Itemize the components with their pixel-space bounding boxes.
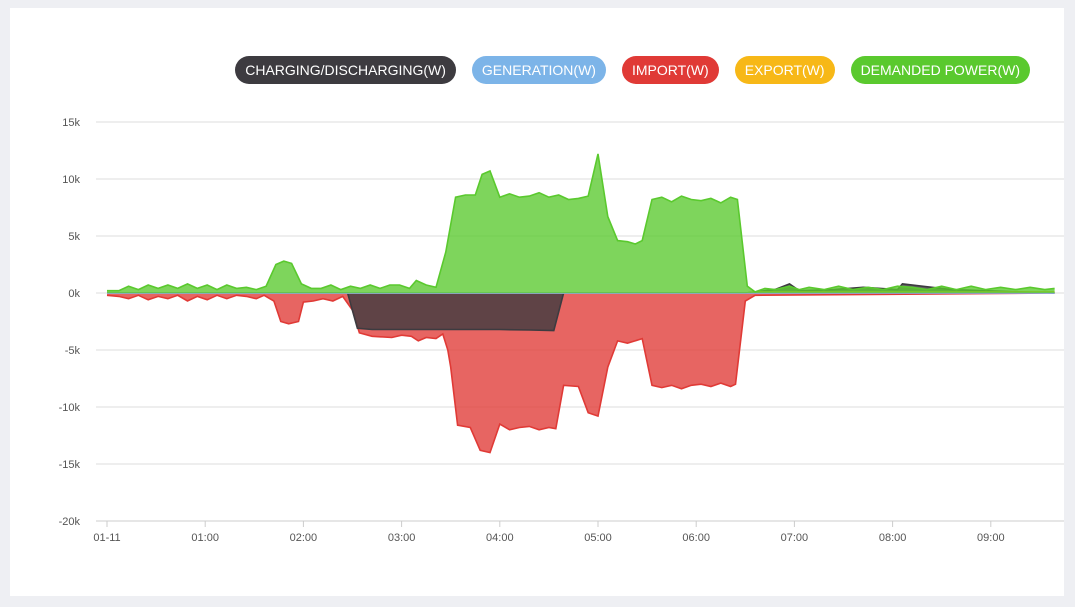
y-tick-label: 15k bbox=[62, 117, 80, 129]
legend-import[interactable]: IMPORT(W) bbox=[621, 56, 719, 84]
series-areas bbox=[106, 153, 1055, 454]
series-import-area bbox=[107, 293, 1055, 453]
chart-card: CHARGING/DISCHARGING(W) GENERATION(W) IM… bbox=[10, 8, 1064, 596]
series-demanded-power-area bbox=[107, 153, 1055, 293]
series-demanded-power-line bbox=[107, 153, 1055, 293]
series-import-line bbox=[106, 292, 1055, 454]
legend-demanded-power[interactable]: DEMANDED POWER(W) bbox=[850, 56, 1030, 84]
y-tick-label: -5k bbox=[65, 345, 81, 357]
y-tick-label: -20k bbox=[59, 516, 81, 528]
legend-generation[interactable]: GENERATION(W) bbox=[471, 56, 606, 84]
x-tick-label: 01-11 bbox=[93, 532, 120, 544]
y-tick-label: 10k bbox=[62, 174, 80, 186]
y-tick-label: -10k bbox=[59, 402, 81, 414]
x-tick-label: 08:00 bbox=[879, 532, 907, 544]
x-tick-label: 05:00 bbox=[584, 532, 612, 544]
y-tick-label: -15k bbox=[59, 459, 81, 471]
y-axis-ticks: 15k 10k 5k 0k -5k -10k -15k -20k bbox=[59, 117, 81, 528]
x-tick-label: 03:00 bbox=[388, 532, 416, 544]
y-tick-label: 0k bbox=[68, 288, 80, 300]
x-tick-label: 04:00 bbox=[486, 532, 514, 544]
legend-export[interactable]: EXPORT(W) bbox=[734, 56, 835, 84]
legend: CHARGING/DISCHARGING(W) GENERATION(W) IM… bbox=[235, 56, 1030, 84]
x-tick-label: 01:00 bbox=[191, 532, 219, 544]
x-axis-ticks: 01-11 01:00 02:00 03:00 04:00 05:00 06:00 07:00… bbox=[93, 521, 1005, 544]
x-tick-label: 02:00 bbox=[290, 532, 318, 544]
x-tick-label: 06:00 bbox=[682, 532, 710, 544]
y-tick-label: 5k bbox=[68, 231, 80, 243]
legend-charging-discharging[interactable]: CHARGING/DISCHARGING(W) bbox=[235, 56, 456, 84]
x-tick-label: 09:00 bbox=[977, 532, 1005, 544]
x-tick-label: 07:00 bbox=[781, 532, 809, 544]
